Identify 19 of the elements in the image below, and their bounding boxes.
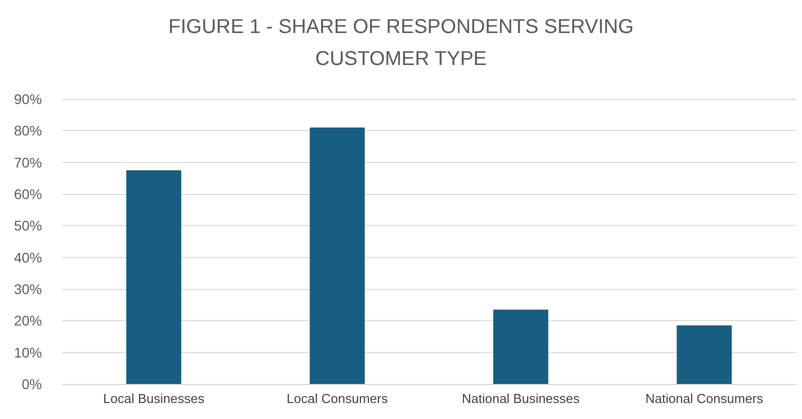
y-tick-label: 10% xyxy=(14,344,42,360)
y-tick-label: 50% xyxy=(14,218,42,234)
y-tick-label: 60% xyxy=(14,186,42,202)
y-tick-label: 0% xyxy=(22,376,42,392)
y-tick-label: 30% xyxy=(14,281,42,297)
x-tick-label: National Businesses xyxy=(462,391,580,406)
x-tick-label: National Consumers xyxy=(645,391,764,406)
bar xyxy=(493,310,548,384)
y-tick-label: 90% xyxy=(14,91,42,107)
bar xyxy=(126,170,182,384)
bar xyxy=(676,325,732,384)
x-tick-label: Local Businesses xyxy=(103,391,205,406)
y-tick-label: 20% xyxy=(14,312,42,329)
bar xyxy=(310,128,365,384)
y-tick-label: 40% xyxy=(14,249,42,266)
y-tick-label: 70% xyxy=(14,154,42,170)
x-tick-label: Local Consumers xyxy=(286,391,388,406)
y-tick-label: 80% xyxy=(14,122,42,139)
chart-title: FIGURE 1 - SHARE OF RESPONDENTS SERVING CUSTOMER TYPE xyxy=(168,16,634,70)
